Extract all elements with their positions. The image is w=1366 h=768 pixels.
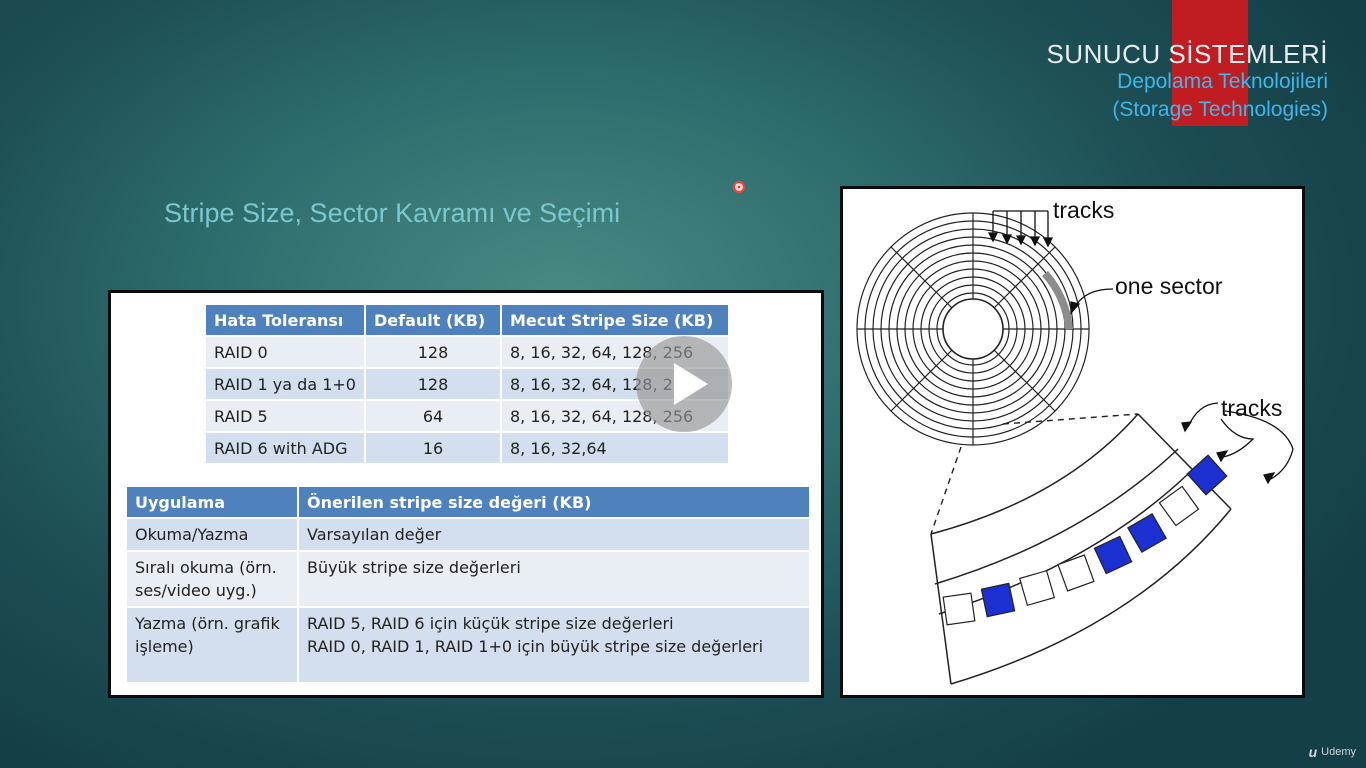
default-cell: 16	[365, 431, 502, 463]
label-tracks-bottom: tracks	[1221, 395, 1283, 421]
application-cell: Okuma/Yazma	[127, 517, 299, 551]
recommended-cell: RAID 5, RAID 6 için küçük stripe size de…	[298, 606, 811, 682]
table-row: Okuma/Yazma Varsayılan değer	[127, 517, 811, 551]
col-header-stripe-size: Mecut Stripe Size (KB)	[501, 305, 730, 336]
table-row: Yazma (örn. grafik işleme) RAID 5, RAID …	[127, 606, 811, 682]
recommended-cell: Büyük stripe size değerleri	[298, 550, 811, 607]
application-line: ses/video uyg.)	[135, 581, 257, 600]
stripe-sizes-cell: 8, 16, 32,64	[501, 431, 730, 463]
course-header: SUNUCU SİSTEMLERİ Depolama Teknolojileri…	[1046, 40, 1328, 124]
application-line: Yazma (örn. grafik	[135, 614, 280, 633]
default-cell: 64	[365, 399, 502, 432]
application-stripe-table: Uygulama Önerilen stripe size değeri (KB…	[127, 487, 811, 682]
table-header-row: Uygulama Önerilen stripe size değeri (KB…	[127, 487, 811, 518]
section-title-line1: Depolama Teknolojileri	[1117, 70, 1328, 93]
pointer-cursor-icon	[733, 181, 745, 193]
slide-title: Stripe Size, Sector Kavramı ve Seçimi	[164, 198, 621, 228]
col-header-recommended: Önerilen stripe size değeri (KB)	[298, 487, 811, 518]
label-one-sector: one sector	[1115, 273, 1223, 299]
header-accent-bar	[1172, 0, 1248, 126]
disk-diagram-panel: tracks one sector tracks	[840, 186, 1305, 698]
course-title: SUNUCU SİSTEMLERİ	[1046, 39, 1328, 69]
col-header-fault-tolerance: Hata Toleransı	[206, 305, 366, 336]
raid-level-cell: RAID 1 ya da 1+0	[206, 367, 366, 400]
recommended-cell: Varsayılan değer	[298, 517, 811, 551]
raid-level-cell: RAID 0	[206, 335, 366, 368]
table-row: RAID 6 with ADG 16 8, 16, 32,64	[206, 431, 730, 463]
udemy-watermark: u Udemy	[1309, 744, 1356, 760]
application-cell: Yazma (örn. grafik işleme)	[127, 606, 299, 682]
udemy-logo-icon: u	[1308, 744, 1318, 760]
recommended-line: RAID 0, RAID 1, RAID 1+0 için büyük stri…	[307, 637, 764, 656]
default-cell: 128	[365, 335, 502, 368]
label-tracks-top: tracks	[1053, 197, 1115, 223]
raid-level-cell: RAID 5	[206, 399, 366, 432]
table-row: Sıralı okuma (örn. ses/video uyg.) Büyük…	[127, 550, 811, 607]
raid-level-cell: RAID 6 with ADG	[206, 431, 366, 463]
table-header-row: Hata Toleransı Default (KB) Mecut Stripe…	[206, 305, 730, 336]
play-icon[interactable]	[636, 336, 732, 432]
section-title-line2: (Storage Technologies)	[1112, 98, 1328, 121]
application-line: işleme)	[135, 637, 194, 656]
col-header-application: Uygulama	[127, 487, 299, 518]
application-line: Sıralı okuma (örn.	[135, 558, 277, 577]
default-cell: 128	[365, 367, 502, 400]
col-header-default: Default (KB)	[365, 305, 502, 336]
application-cell: Sıralı okuma (örn. ses/video uyg.)	[127, 550, 299, 607]
udemy-label: Udemy	[1321, 746, 1356, 758]
recommended-line: RAID 5, RAID 6 için küçük stripe size de…	[307, 614, 674, 633]
raid-stripe-table: Hata Toleransı Default (KB) Mecut Stripe…	[206, 305, 730, 463]
disk-diagram	[856, 210, 1294, 685]
